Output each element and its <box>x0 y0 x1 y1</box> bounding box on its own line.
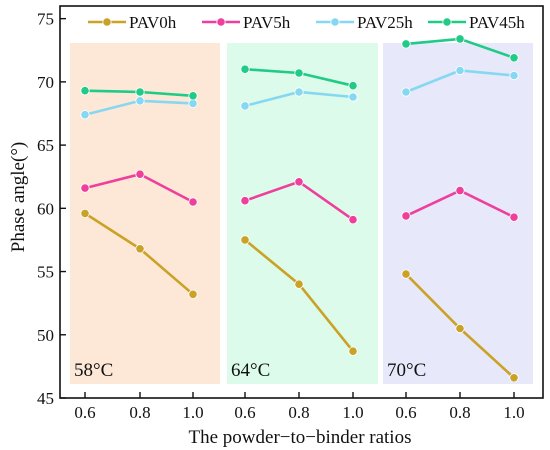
series-lines <box>80 34 519 383</box>
x-tick-label-panel-2-1: 0.6 <box>234 403 255 422</box>
data-point-pav25h-panel-1-3 <box>188 98 198 109</box>
y-tick-label-50: 50 <box>37 326 54 345</box>
x-tick-label-panel-3-3: 1.0 <box>503 403 524 422</box>
panel-label-2: 64°C <box>231 360 270 381</box>
data-point-pav0h-panel-1-2 <box>135 244 145 254</box>
data-point-pav25h-panel-1-1 <box>80 110 90 120</box>
data-point-pav25h-panel-2-3 <box>348 92 358 102</box>
panel-label-1: 58°C <box>74 360 113 381</box>
x-tick-label-panel-2-2: 0.8 <box>288 403 309 422</box>
data-point-pav45h-panel-2-1 <box>240 64 250 74</box>
data-point-pav45h-panel-1-2 <box>135 87 145 97</box>
legend-label-pav25h: PAV25h <box>357 13 413 32</box>
y-tick-label-70: 70 <box>37 73 54 92</box>
data-point-pav25h-panel-3-3 <box>509 70 519 81</box>
data-point-pav45h-panel-3-2 <box>455 34 465 44</box>
x-tick-label-panel-1-3: 1.0 <box>182 403 203 422</box>
data-point-pav45h-panel-1-3 <box>188 91 198 101</box>
data-point-pav5h-panel-2-1 <box>240 196 250 206</box>
data-point-pav25h-panel-3-1 <box>401 87 411 97</box>
data-point-pav25h-panel-2-2 <box>294 87 304 97</box>
data-point-pav0h-panel-3-3 <box>509 373 519 383</box>
data-point-pav0h-panel-3-2 <box>455 323 465 334</box>
data-point-pav45h-panel-3-1 <box>401 39 411 49</box>
legend-label-pav45h: PAV45h <box>469 13 525 32</box>
data-point-pav0h-panel-3-1 <box>401 269 411 279</box>
data-point-pav25h-panel-1-2 <box>135 96 145 106</box>
data-point-pav5h-panel-1-3 <box>188 197 198 207</box>
x-tick-label-panel-1-1: 0.6 <box>74 403 95 422</box>
axes: 45 50 55 60 65 70 75 0.6 0.8 1.0 0.6 0.8 1.0 0.6 0.8 1.… <box>37 5 544 422</box>
legend-label-pav0h: PAV0h <box>129 13 177 32</box>
plot-frame <box>59 5 544 399</box>
x-axis-title: The powder−to−binder ratios <box>189 427 412 448</box>
panel-label-3: 70°C <box>387 360 426 381</box>
panel-background-1 <box>70 43 220 384</box>
legend-marker-pav25h <box>330 17 340 27</box>
data-point-pav0h-panel-1-1 <box>80 208 90 218</box>
x-tick-label-panel-1-2: 0.8 <box>129 403 150 422</box>
x-tick-label-panel-2-3: 1.0 <box>342 403 363 422</box>
data-point-pav45h-panel-1-1 <box>80 86 90 96</box>
data-point-pav5h-panel-1-2 <box>135 169 145 179</box>
y-tick-label-45: 45 <box>37 389 54 408</box>
y-tick-label-75: 75 <box>37 10 54 29</box>
y-tick-label-55: 55 <box>37 263 54 282</box>
x-tick-label-panel-3-2: 0.8 <box>449 403 470 422</box>
data-point-pav45h-panel-2-2 <box>294 68 304 78</box>
data-point-pav45h-panel-3-3 <box>509 53 519 63</box>
y-tick-label-65: 65 <box>37 136 54 155</box>
x-tick-label-panel-3-1: 0.6 <box>395 403 416 422</box>
data-point-pav0h-panel-1-3 <box>188 289 198 299</box>
y-axis-title: Phase angle(°) <box>8 142 29 252</box>
data-point-pav25h-panel-2-1 <box>240 101 250 111</box>
data-point-pav0h-panel-2-1 <box>240 235 250 245</box>
legend-marker-pav5h <box>216 17 226 27</box>
data-point-pav5h-panel-3-1 <box>401 211 411 221</box>
data-point-pav5h-panel-2-3 <box>348 215 358 225</box>
data-point-pav5h-panel-3-3 <box>509 212 519 222</box>
legend-label-pav5h: PAV5h <box>243 13 291 32</box>
data-point-pav5h-panel-1-1 <box>80 183 90 193</box>
legend: PAV0h PAV5h PAV25h PAV45h <box>88 13 525 32</box>
data-point-pav45h-panel-2-3 <box>348 81 358 91</box>
legend-marker-pav45h <box>442 17 452 27</box>
legend-marker-pav0h <box>102 17 112 27</box>
data-point-pav0h-panel-2-3 <box>348 346 358 356</box>
data-point-pav5h-panel-3-2 <box>455 186 465 196</box>
data-point-pav25h-panel-3-2 <box>455 65 465 76</box>
data-point-pav5h-panel-2-2 <box>294 177 304 187</box>
y-tick-label-60: 60 <box>37 199 54 218</box>
data-point-pav0h-panel-2-2 <box>294 279 304 289</box>
